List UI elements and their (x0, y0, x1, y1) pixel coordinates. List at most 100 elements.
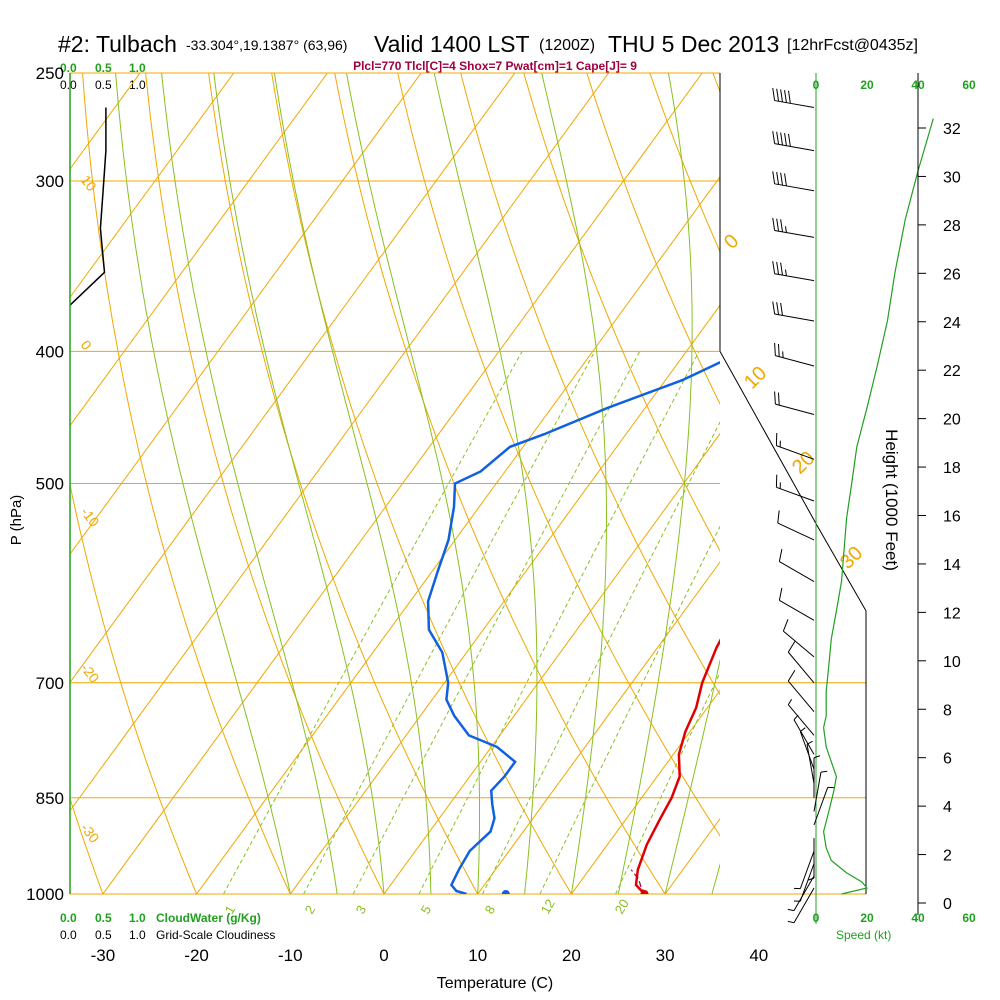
dry-adiabat-line (523, 73, 720, 552)
speed-tick-bottom: 40 (911, 911, 925, 925)
wind-barb-flag (772, 87, 776, 101)
height-tick-label: 26 (943, 266, 961, 283)
wind-barb-flag (774, 391, 776, 405)
speed-tick-bottom: 60 (962, 911, 976, 925)
height-axis-title: Height (1000 Feet) (882, 429, 901, 571)
wind-barb (806, 740, 815, 784)
wind-barb-half-flag (800, 727, 806, 733)
isotherm-line (70, 73, 328, 427)
wind-barb (772, 171, 815, 192)
temperature-tick-label: 20 (562, 946, 581, 965)
wind-barb-flag (787, 669, 796, 682)
mixing-ratio-label: 5 (418, 903, 435, 917)
temperature-tick-label: -10 (278, 946, 303, 965)
temperature-tick-label: 0 (379, 946, 388, 965)
pressure-tick-label: 700 (36, 674, 64, 693)
wind-barb-flag (780, 132, 783, 146)
wind-barb (813, 755, 821, 798)
wind-barb-staff (776, 486, 815, 502)
pressure-tick-label: 400 (36, 342, 64, 361)
wind-barb-half-flag (806, 740, 813, 745)
y-axis-title: P (hPa) (8, 495, 25, 546)
wind-barb (777, 510, 815, 541)
wind-barb-staff (774, 183, 815, 192)
dry-adiabat-line (460, 73, 720, 696)
isotherm-label: -20 (78, 660, 103, 686)
wind-barb-half-flag (787, 908, 795, 912)
height-tick-label: 8 (943, 702, 952, 719)
wind-barb-flag (780, 89, 783, 103)
wind-barb (782, 619, 815, 658)
mixing-ratio-labels: 1 2 3 5 8 12 20 (222, 896, 632, 916)
height-tick-label: 24 (943, 315, 961, 332)
wind-barb (772, 131, 815, 152)
wind-barb-staff (779, 599, 815, 621)
temperature-tick-label: 40 (749, 946, 768, 965)
moist-adiabat-line (115, 73, 291, 894)
dry-adiabat-line (271, 73, 572, 894)
station-title: #2: Tulbach (58, 31, 177, 57)
dry-adiabat-line (70, 797, 104, 894)
wind-barb-flag (776, 88, 780, 102)
mixing-ratio-line (615, 671, 720, 894)
station-coords: -33.304°,19.1387° (63,96) (186, 37, 347, 53)
wind-barb (778, 549, 815, 582)
wind-speed-line (822, 118, 934, 895)
wind-barb (813, 786, 835, 826)
wind-panel-border (719, 351, 867, 894)
wind-barb-flag (788, 133, 791, 147)
mixing-ratio-line (303, 351, 596, 894)
wind-barb-half-flag (787, 699, 793, 705)
mixing-ratio-line (482, 421, 720, 894)
temperature-tick-label: 10 (468, 946, 487, 965)
moist-adiabat-line (433, 73, 538, 894)
wind-barb-half-flag (813, 755, 821, 759)
wind-barb (787, 875, 815, 912)
isotherm-line (477, 561, 720, 894)
wind-barb-staff (774, 229, 815, 238)
wind-barb (772, 87, 815, 109)
temperature-line (634, 638, 720, 894)
wind-barb-half-flag (793, 714, 799, 721)
mixing-ratio-label: 12 (538, 896, 558, 916)
height-tick-label: 18 (943, 460, 961, 477)
height-tick-label: 14 (943, 557, 961, 574)
wind-barb-staff (806, 744, 815, 784)
wind-barb-staff (787, 651, 815, 684)
height-tick-label: 20 (943, 412, 961, 429)
wind-barb (793, 863, 815, 902)
wind-barb-flag (777, 510, 780, 524)
temperature-tick-label: -30 (91, 946, 116, 965)
wind-barb-staff (813, 787, 829, 826)
wind-barb-staff (779, 561, 815, 582)
wind-barb-flag (788, 90, 791, 104)
height-tick-label: 30 (943, 169, 961, 186)
cloud-scale-top-green-2: 1.0 (129, 61, 146, 75)
wind-barb-staff (793, 719, 815, 755)
height-tick-label: 4 (943, 799, 952, 816)
dry-adiabat-line (586, 73, 720, 405)
wind-barb-half-flag (787, 920, 795, 924)
wind-barb-half-flag (785, 269, 787, 276)
dry-adiabat-line (397, 73, 720, 837)
wind-barb-flag (772, 217, 776, 231)
wind-barb-staff (787, 680, 815, 712)
moist-adiabat-line (161, 73, 338, 894)
moist-adiabat-line (541, 73, 607, 894)
wind-barb-half-flag (820, 770, 828, 773)
speed-tick-top: 60 (962, 78, 976, 92)
temperature-tick-label: -20 (184, 946, 209, 965)
pressure-tick-label: 300 (36, 172, 64, 191)
wind-barb (787, 641, 815, 684)
wind-panel: 0 20 40 600 20 40 60 (719, 73, 976, 925)
wind-barb-flag (776, 302, 780, 315)
wind-barb (774, 342, 815, 367)
isotherm-label-right: 30 (836, 542, 867, 573)
dry-adiabat-line (70, 482, 198, 894)
wind-barb-flag (777, 392, 780, 406)
wind-barb (793, 714, 815, 755)
dry-adiabat-line (82, 73, 291, 894)
dry-adiabat-line (208, 73, 479, 894)
mixing-ratio-label: 20 (612, 896, 632, 916)
wind-barb (778, 587, 815, 621)
